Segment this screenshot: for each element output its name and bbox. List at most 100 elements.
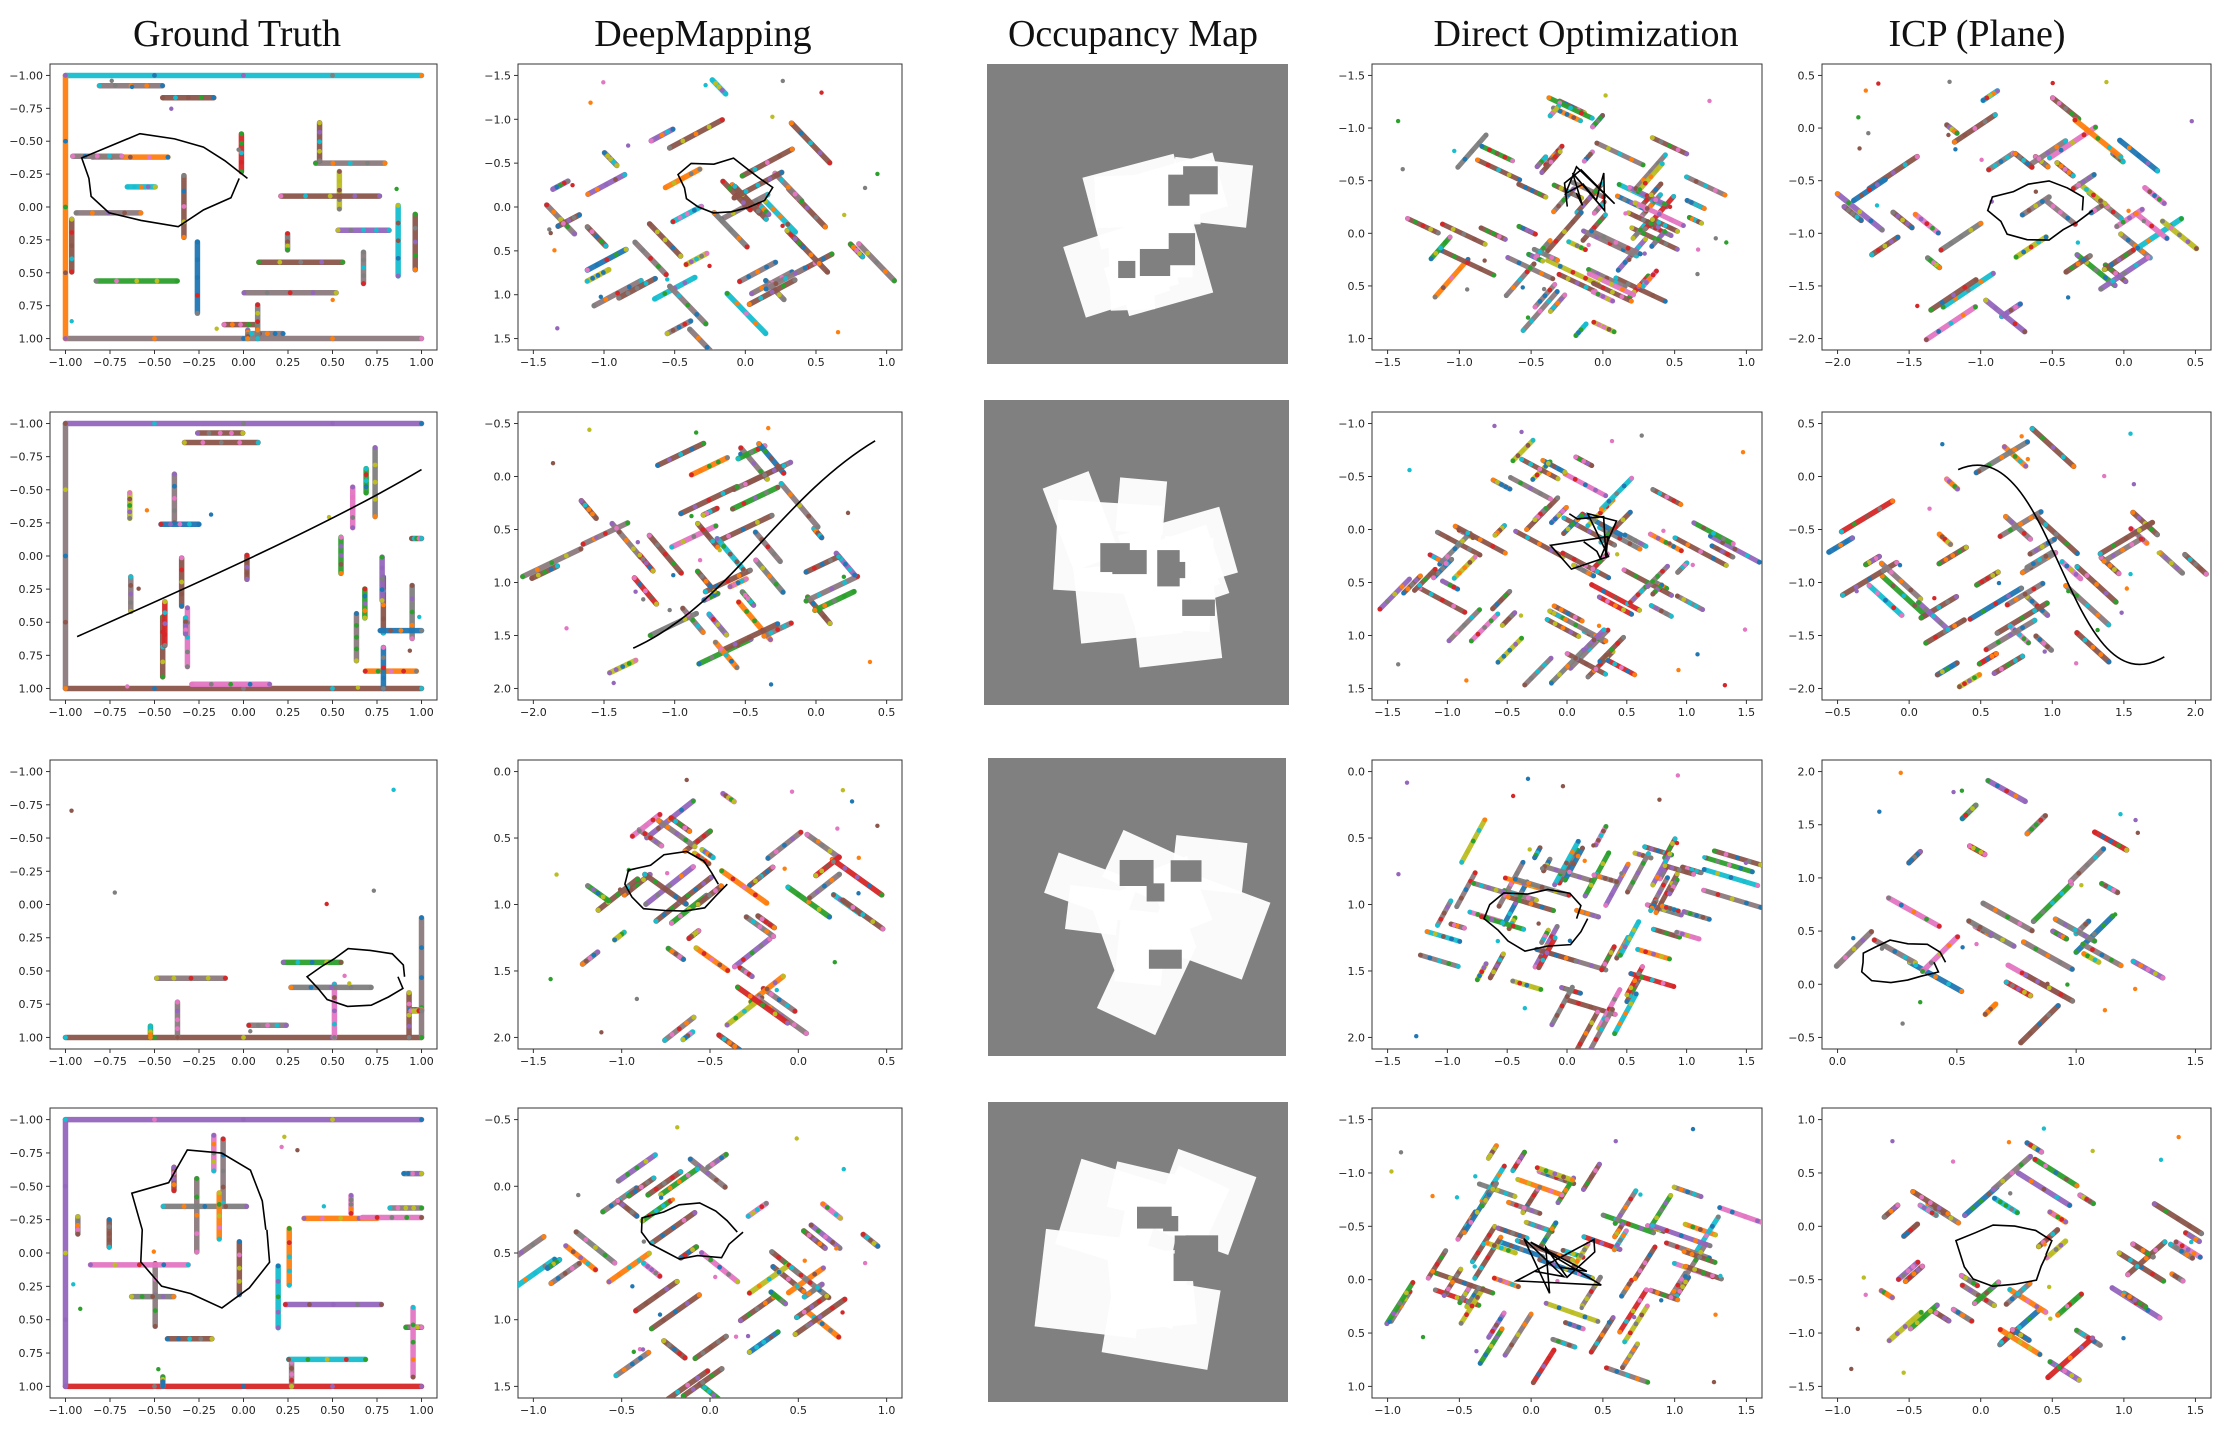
- scan-point: [211, 1168, 217, 1174]
- scan-point: [685, 302, 691, 308]
- scan-point: [1481, 1241, 1486, 1247]
- scan-point: [1553, 867, 1559, 873]
- scan-point: [1404, 780, 1410, 785]
- scan-point: [1555, 257, 1560, 263]
- scan-point: [821, 256, 826, 262]
- scan-point: [822, 224, 828, 230]
- scan-point: [612, 937, 618, 943]
- scan-point: [1912, 603, 1918, 608]
- scan-point: [764, 264, 769, 270]
- scan-point: [1633, 573, 1639, 579]
- scan-point: [2173, 1239, 2179, 1245]
- scan-point: [719, 868, 725, 874]
- y-tick-label: −1.0: [1338, 122, 1365, 135]
- scan-point: [331, 1302, 336, 1307]
- scan-point: [1449, 556, 1455, 562]
- scan-point: [626, 284, 632, 290]
- scan-point: [1509, 613, 1515, 619]
- scan-point: [280, 331, 286, 337]
- scan-point: [643, 1301, 649, 1306]
- scan-point: [753, 878, 758, 884]
- scan-point: [1678, 912, 1684, 918]
- axes-frame: [49, 759, 438, 1050]
- scan-point: [1560, 625, 1566, 631]
- scan-point: [864, 1234, 870, 1240]
- scan-point: [1639, 588, 1645, 594]
- y-tick-label: 0.5: [1798, 1167, 1816, 1180]
- scan-point: [1627, 1353, 1633, 1359]
- axes-frame: [1371, 759, 1763, 1050]
- scan-point: [1530, 1222, 1536, 1227]
- scan-point: [2053, 531, 2059, 537]
- scan-point: [2043, 1163, 2048, 1169]
- x-tick-label: 1.5: [1738, 1404, 1756, 1417]
- x-tick-label: −1.5: [520, 356, 547, 369]
- scan-point: [688, 259, 694, 265]
- scan-point: [245, 336, 251, 341]
- scan-point: [728, 227, 734, 233]
- scan-point: [813, 873, 819, 878]
- scan-point: [139, 1294, 145, 1300]
- scan-point: [1653, 910, 1659, 915]
- scan-point: [275, 1263, 281, 1269]
- scan-point: [1438, 916, 1444, 922]
- scan-point: [1940, 441, 1945, 447]
- scan-point: [2106, 145, 2112, 151]
- scan-point: [1989, 653, 1995, 659]
- scan-point: [709, 956, 715, 962]
- scan-point: [1677, 1288, 1683, 1294]
- scan-point: [729, 658, 734, 664]
- scan-point: [1590, 912, 1596, 918]
- scan-point: [724, 291, 730, 296]
- scan-point: [2036, 156, 2042, 162]
- scan-point: [780, 78, 785, 84]
- scan-point: [2042, 649, 2047, 654]
- scan-point: [185, 605, 190, 611]
- scan-point: [1620, 287, 1625, 292]
- scan-point: [119, 153, 125, 159]
- trajectory-line: [1986, 180, 2094, 241]
- scan-point: [594, 234, 600, 239]
- scan-point: [2085, 953, 2090, 959]
- scan-point: [772, 1292, 778, 1298]
- scan-point: [2116, 257, 2122, 263]
- scan-point: [582, 502, 588, 508]
- scan-point: [678, 451, 684, 457]
- scan-point: [171, 508, 177, 513]
- scan-point: [2185, 1247, 2191, 1253]
- x-tick-label: 2.0: [2187, 706, 2205, 719]
- scan-point: [152, 1323, 158, 1329]
- scan-point: [625, 1172, 631, 1177]
- x-tick-label: −1.00: [49, 356, 83, 369]
- scan-point: [1655, 535, 1661, 541]
- scan-point: [209, 1336, 215, 1342]
- occupied-cell: [1137, 1206, 1172, 1229]
- scan-point: [845, 510, 851, 516]
- scan-point: [2125, 237, 2131, 243]
- scan-point: [1603, 824, 1609, 829]
- scan-point: [2049, 900, 2055, 906]
- scan-point: [789, 789, 795, 794]
- scan-point: [1658, 139, 1664, 145]
- scan-point: [1692, 1267, 1698, 1272]
- scan-point: [1709, 543, 1715, 549]
- scan-point: [1431, 575, 1437, 581]
- scan-point: [2175, 1216, 2181, 1222]
- scan-point: [152, 1308, 158, 1314]
- scan-point: [676, 1179, 682, 1185]
- scan-point: [713, 1274, 718, 1280]
- scan-point: [790, 836, 795, 842]
- x-tick-label: 1.0: [2067, 1055, 2085, 1068]
- scan-point: [1678, 1187, 1684, 1192]
- scan-point: [747, 301, 752, 307]
- scan-point: [2194, 246, 2199, 251]
- scan-point: [744, 311, 749, 316]
- scan-point: [1651, 1230, 1656, 1236]
- scan-point: [1649, 243, 1655, 249]
- scan-point: [1979, 157, 1984, 163]
- scan-point: [564, 626, 569, 631]
- scan-point: [1629, 200, 1634, 206]
- scan-point: [2125, 1272, 2131, 1278]
- scan-point: [388, 628, 393, 634]
- scan-point: [701, 951, 707, 956]
